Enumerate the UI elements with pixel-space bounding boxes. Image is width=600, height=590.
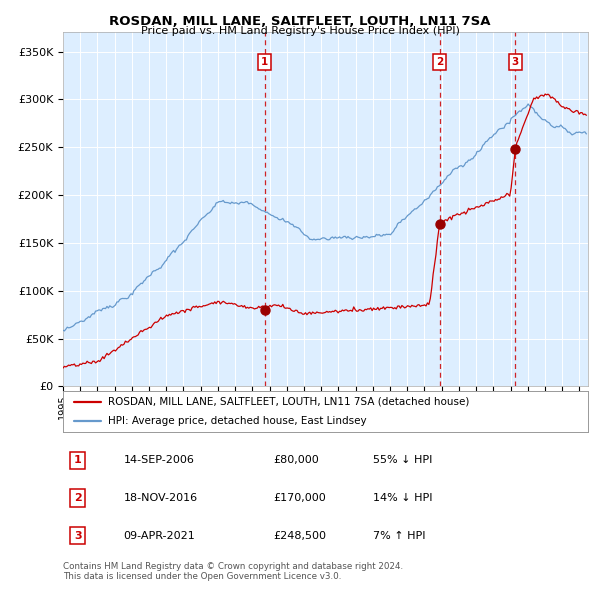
Text: 1: 1	[261, 57, 268, 67]
Text: 55% ↓ HPI: 55% ↓ HPI	[373, 455, 432, 465]
Text: £80,000: £80,000	[273, 455, 319, 465]
Text: 1: 1	[74, 455, 82, 465]
Text: 2: 2	[74, 493, 82, 503]
Text: ROSDAN, MILL LANE, SALTFLEET, LOUTH, LN11 7SA (detached house): ROSDAN, MILL LANE, SALTFLEET, LOUTH, LN1…	[107, 396, 469, 407]
Text: £248,500: £248,500	[273, 531, 326, 540]
Text: 18-NOV-2016: 18-NOV-2016	[124, 493, 197, 503]
Text: 3: 3	[74, 531, 82, 540]
Text: HPI: Average price, detached house, East Lindsey: HPI: Average price, detached house, East…	[107, 416, 366, 426]
Text: This data is licensed under the Open Government Licence v3.0.: This data is licensed under the Open Gov…	[63, 572, 341, 581]
Text: Contains HM Land Registry data © Crown copyright and database right 2024.: Contains HM Land Registry data © Crown c…	[63, 562, 403, 571]
Text: Price paid vs. HM Land Registry's House Price Index (HPI): Price paid vs. HM Land Registry's House …	[140, 26, 460, 36]
Text: 3: 3	[512, 57, 519, 67]
Text: 2: 2	[436, 57, 443, 67]
Text: 14-SEP-2006: 14-SEP-2006	[124, 455, 194, 465]
Text: 14% ↓ HPI: 14% ↓ HPI	[373, 493, 432, 503]
Text: ROSDAN, MILL LANE, SALTFLEET, LOUTH, LN11 7SA: ROSDAN, MILL LANE, SALTFLEET, LOUTH, LN1…	[109, 15, 491, 28]
Text: 7% ↑ HPI: 7% ↑ HPI	[373, 531, 425, 540]
Text: £170,000: £170,000	[273, 493, 326, 503]
Text: 09-APR-2021: 09-APR-2021	[124, 531, 195, 540]
